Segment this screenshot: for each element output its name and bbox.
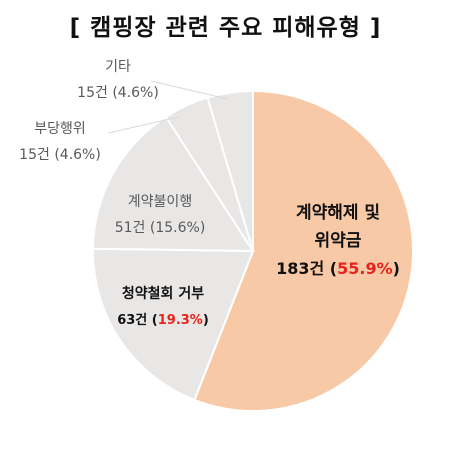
pie-slices (92, 89, 414, 412)
slice-value-3: 51건 (15.6%) (115, 220, 206, 236)
slice-percent-3: 15.6% (155, 220, 199, 236)
slice-count-3: 51건 ( (115, 220, 156, 236)
slice-label-1-line-2: 위약금 (315, 230, 362, 251)
slice-percent-4: 4.6% (60, 147, 96, 163)
chart-title: [ 캠핑장 관련 주요 피해유형 ] (70, 8, 382, 42)
slice-count-5: 15건 ( (77, 85, 118, 101)
slice-label-5-line-1: 기타 (105, 59, 131, 75)
pie-slice-5 (206, 89, 254, 252)
chart-title-wrapper: [ 캠핑장 관련 주요 피해유형 ] (0, 8, 451, 42)
pie-slice-2 (92, 247, 255, 402)
leader-line-4 (107, 116, 180, 134)
slice-count-2: 63건 ( (117, 312, 158, 328)
slice-count-1: 183건 ( (276, 259, 337, 278)
slice-percent-2: 19.3% (158, 313, 203, 328)
slice-percent-5: 4.6% (118, 85, 154, 101)
slice-label-4-line-1: 부당행위 (34, 121, 86, 137)
slice-value-2: 63건 (19.3%) (117, 312, 209, 328)
leader-lines (107, 80, 229, 134)
chart-title-text: [ 캠핑장 관련 주요 피해유형 ] (69, 15, 382, 41)
pie-slice-3 (92, 115, 255, 253)
slice-label-3-line-1: 계약불이행 (128, 194, 192, 210)
slice-value-4: 15건 (4.6%) (19, 147, 101, 163)
slice-value-5: 15건 (4.6%) (77, 85, 159, 101)
leader-line-5 (150, 80, 229, 100)
slice-percent-1: 55.9% (337, 259, 393, 278)
slice-label-2-line-1: 청약철회 거부 (122, 285, 204, 302)
slice-value-1: 183건 (55.9%) (276, 259, 400, 278)
pie-slice-1 (193, 89, 414, 412)
slice-label-1-line-1: 계약해제 및 (296, 202, 380, 223)
slice-count-4: 15건 ( (19, 147, 60, 163)
